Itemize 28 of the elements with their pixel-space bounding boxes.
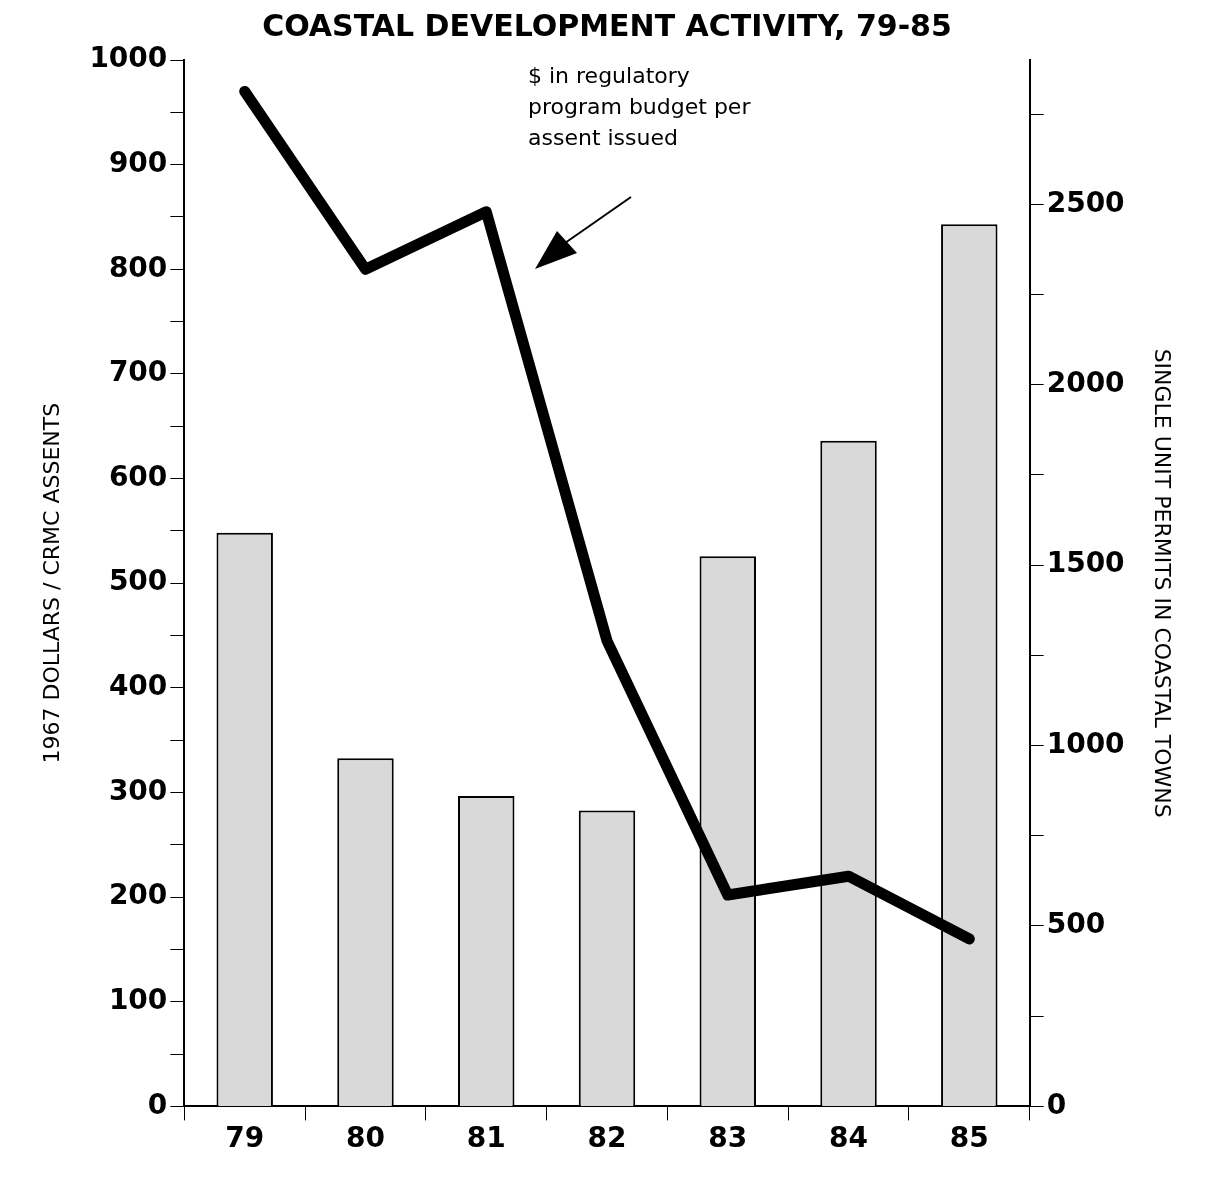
y2-tick-label: 2000 <box>1046 366 1125 400</box>
x-tick-label: 83 <box>708 1121 748 1155</box>
x-tick-label: 85 <box>949 1121 989 1155</box>
x-tick-label: 81 <box>466 1121 506 1155</box>
y2-tick-label: 500 <box>1046 907 1106 941</box>
y-tick-label: 0 <box>147 1087 168 1121</box>
y-tick-label: 700 <box>108 355 168 389</box>
y2-tick-label: 0 <box>1046 1087 1067 1121</box>
y-tick-label: 800 <box>108 250 168 284</box>
y-tick-label: 600 <box>108 459 168 493</box>
y2-axis-title: SINGLE UNIT PERMITS IN COASTAL TOWNS <box>1150 348 1176 818</box>
y-tick-label: 100 <box>108 983 168 1017</box>
y2-tick-label: 1000 <box>1046 726 1125 760</box>
chart-title: COASTAL DEVELOPMENT ACTIVITY, 79-85 <box>262 7 952 43</box>
x-tick-label: 84 <box>829 1121 869 1155</box>
x-tick-label: 79 <box>225 1121 265 1155</box>
annotation: $ in regulatory program budget per assent issued <box>528 62 752 152</box>
y-tick-label: 500 <box>108 564 168 598</box>
y-tick-label: 400 <box>108 669 168 703</box>
y-tick-label: 300 <box>108 773 168 807</box>
y2-tick-label: 1500 <box>1046 546 1125 580</box>
y2-tick-label: 2500 <box>1046 185 1125 219</box>
y-axis-title: 1967 DOLLARS / CRMC ASSENTS <box>38 402 64 764</box>
x-tick-label: 82 <box>587 1121 627 1155</box>
y-tick-label: 900 <box>108 145 168 179</box>
y-tick-label: 200 <box>108 878 168 912</box>
x-tick-label: 80 <box>345 1121 385 1155</box>
y-tick-label: 1000 <box>89 41 168 75</box>
